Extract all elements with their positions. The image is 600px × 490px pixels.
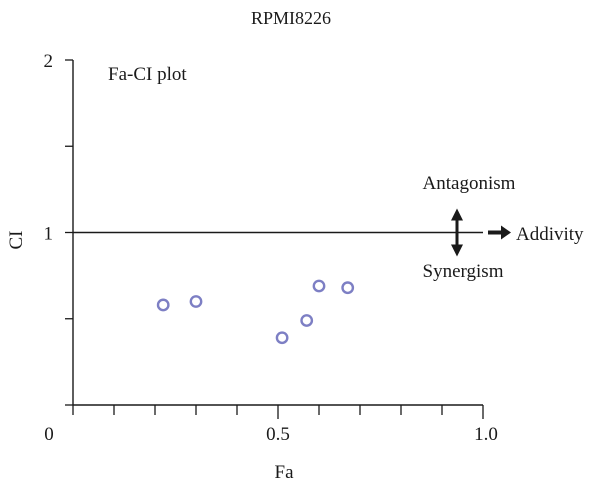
antagonism-label: Antagonism — [423, 173, 516, 194]
data-point — [189, 295, 203, 308]
y-axis-label: CI — [6, 231, 27, 250]
data-point — [275, 331, 289, 345]
x-tick-label: 0 — [44, 424, 54, 445]
data-point — [300, 314, 314, 327]
data-point — [341, 281, 355, 295]
arrow-up-head — [451, 208, 463, 221]
data-point — [312, 279, 326, 293]
y-tick-label: 1 — [44, 224, 54, 245]
additivity-label: Addivity — [516, 224, 584, 245]
x-tick-label: 0.5 — [266, 424, 290, 445]
plot-label: Fa-CI plot — [108, 64, 187, 85]
synergism-label: Synergism — [423, 261, 504, 282]
x-axis-label: Fa — [275, 462, 295, 483]
chart-title: RPMI8226 — [251, 8, 331, 28]
x-tick-label: 1.0 — [474, 424, 498, 445]
data-point — [156, 298, 170, 312]
right-arrow-head — [501, 225, 511, 240]
y-tick-label: 2 — [44, 51, 54, 72]
arrow-down-head — [451, 244, 463, 257]
